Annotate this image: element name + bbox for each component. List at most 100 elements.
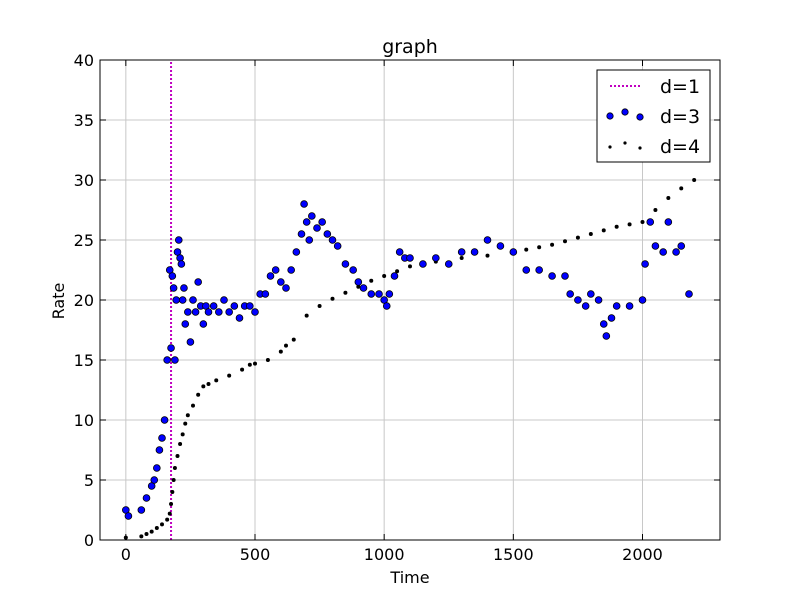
- series-d3-point: [594, 296, 603, 304]
- series-d3-point: [390, 272, 399, 280]
- y-tick-label: 15: [74, 351, 94, 370]
- legend-marker-d3: [636, 113, 644, 121]
- series-d3-point: [124, 512, 133, 520]
- series-d3-point: [163, 356, 171, 364]
- series-d3-point: [367, 290, 376, 298]
- y-tick-label: 0: [84, 531, 94, 550]
- series-d3-point: [581, 302, 590, 310]
- series-d3-point: [153, 464, 161, 472]
- series-d3-point: [297, 230, 306, 238]
- series-d4-point: [165, 517, 170, 522]
- series-d3-point: [177, 260, 186, 268]
- axes: 0 500 1000 1500 2000 0 5 10 15 20 25 30 35 40: [74, 51, 720, 564]
- series-d3-point: [142, 494, 151, 502]
- legend: d=1 d=3 d=4: [596, 69, 711, 163]
- series-d3-point: [625, 302, 634, 310]
- series-d3-point: [664, 218, 673, 226]
- series-d3-point: [178, 296, 187, 304]
- series-d3-point: [160, 416, 169, 424]
- y-tick-label: 25: [74, 231, 94, 250]
- y-axis-label: Rate: [49, 283, 68, 320]
- series-d4-point: [191, 403, 195, 408]
- series-d3-point: [184, 308, 192, 316]
- y-tick-label: 35: [74, 111, 94, 130]
- series-d4-point: [692, 178, 697, 182]
- series-d3-point: [300, 200, 308, 208]
- series-d3-point: [287, 266, 295, 274]
- legend-label-d4: d=4: [660, 136, 700, 158]
- series-d3-point: [354, 278, 363, 286]
- series-d3-point: [199, 320, 208, 328]
- series-d4-point: [382, 274, 387, 278]
- series-d4-point: [601, 228, 606, 233]
- series-d3-point: [470, 248, 479, 256]
- series-d4-point: [201, 384, 206, 389]
- series-d4-point: [247, 362, 252, 367]
- x-axis-label: Time: [389, 568, 429, 587]
- series-d3-point: [432, 254, 440, 262]
- y-tick-label: 5: [84, 471, 94, 490]
- series-d4-point: [196, 392, 201, 397]
- series-d3-point: [341, 260, 350, 268]
- series-d4-point: [284, 343, 288, 348]
- series-d4-point: [175, 454, 180, 458]
- series-d3-point: [672, 248, 680, 256]
- series-d4-point: [171, 478, 176, 482]
- series-d3-point: [395, 248, 404, 256]
- legend-marker-d4: [608, 145, 612, 149]
- series-d3-point: [251, 308, 259, 316]
- series-d3-point: [574, 296, 582, 304]
- series-d4-point: [588, 232, 593, 236]
- series-d4-point: [408, 264, 412, 269]
- series-d3-point: [168, 272, 177, 280]
- series-d3-point: [349, 266, 357, 274]
- series-d4-point: [524, 247, 529, 252]
- series-d3-point: [292, 248, 301, 256]
- series-d3-point: [444, 260, 453, 268]
- legend-marker-d3: [621, 108, 629, 116]
- series-d3-point: [382, 302, 391, 310]
- series-d3-point: [457, 248, 466, 256]
- series-d4-point: [178, 442, 183, 446]
- series-d3-point: [271, 266, 280, 274]
- plot-area: [122, 60, 697, 540]
- x-tick-label: 1000: [364, 545, 405, 564]
- series-d3-point: [172, 296, 181, 304]
- series-d4-point: [317, 304, 322, 308]
- y-tick-label: 10: [74, 411, 94, 430]
- series-d3-point: [137, 506, 146, 514]
- series-d4-point: [614, 224, 619, 229]
- series-d3-point: [587, 290, 595, 298]
- series-d4-point: [395, 269, 400, 274]
- series-d3-point: [215, 308, 223, 316]
- series-d4-point: [144, 532, 149, 536]
- series-d3-point: [509, 248, 518, 256]
- series-d4-point: [240, 367, 245, 372]
- series-d3-point: [180, 284, 188, 292]
- series-d3-point: [277, 278, 285, 286]
- series-d3-point: [186, 338, 195, 346]
- series-d3-point: [607, 314, 616, 322]
- series-d3-point: [189, 296, 197, 304]
- series-d3-point: [225, 308, 233, 316]
- series-d3-point: [375, 290, 383, 298]
- legend-marker-d4: [623, 141, 627, 145]
- x-tick-label: 500: [240, 545, 271, 564]
- y-tick-label: 20: [74, 291, 94, 310]
- series-d4-point: [206, 382, 211, 386]
- series-d3-point: [602, 332, 611, 340]
- series-d4-point: [330, 296, 335, 301]
- series-d4-point: [214, 378, 219, 383]
- series-d3-point: [308, 212, 316, 220]
- series-d3-point: [333, 242, 342, 250]
- series-d3-point: [246, 302, 254, 310]
- y-tick-label: 40: [74, 51, 94, 70]
- series-d4-point: [185, 413, 190, 418]
- series-d3-point: [235, 314, 244, 322]
- series-d4-point: [459, 256, 464, 260]
- series-d4-point: [304, 313, 309, 318]
- series-d3-point: [155, 446, 164, 454]
- series-d3-point: [174, 236, 183, 244]
- series-d4-point: [575, 235, 580, 240]
